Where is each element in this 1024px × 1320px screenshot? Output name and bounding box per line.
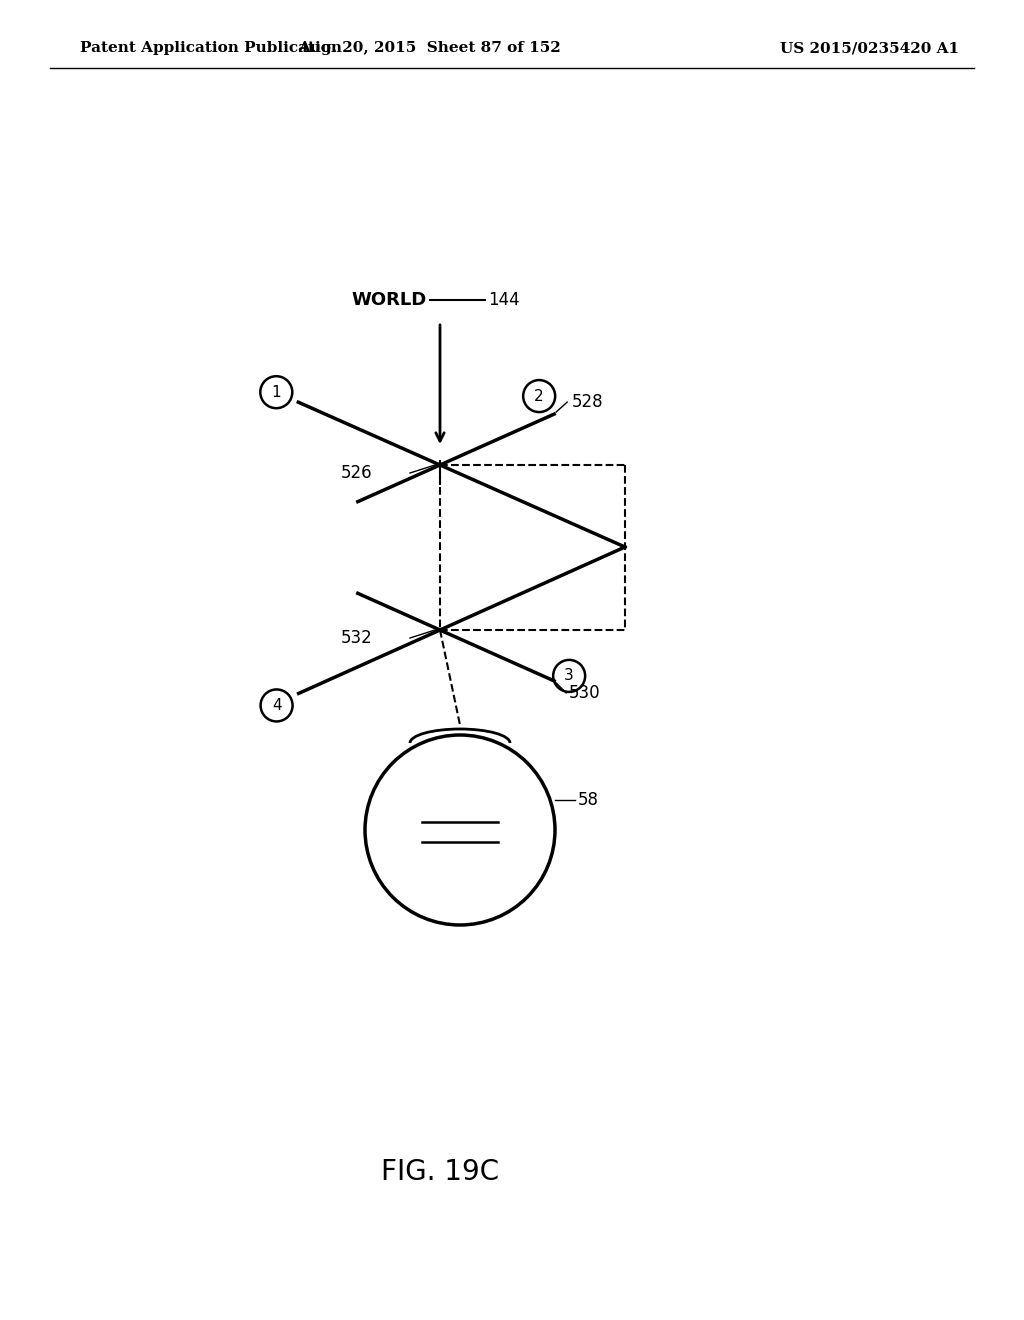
Text: Patent Application Publication: Patent Application Publication	[80, 41, 342, 55]
Text: 58: 58	[578, 791, 599, 809]
Text: 1: 1	[271, 384, 282, 400]
Text: 530: 530	[569, 684, 601, 702]
Text: 2: 2	[535, 388, 544, 404]
Text: Aug. 20, 2015  Sheet 87 of 152: Aug. 20, 2015 Sheet 87 of 152	[299, 41, 561, 55]
Text: 3: 3	[564, 668, 574, 684]
Text: 532: 532	[340, 630, 372, 647]
Text: 144: 144	[488, 290, 519, 309]
Text: 526: 526	[340, 465, 372, 482]
Text: 4: 4	[271, 698, 282, 713]
Text: FIG. 19C: FIG. 19C	[381, 1158, 499, 1185]
Text: 528: 528	[572, 393, 604, 411]
Text: WORLD: WORLD	[352, 290, 427, 309]
Text: US 2015/0235420 A1: US 2015/0235420 A1	[780, 41, 959, 55]
